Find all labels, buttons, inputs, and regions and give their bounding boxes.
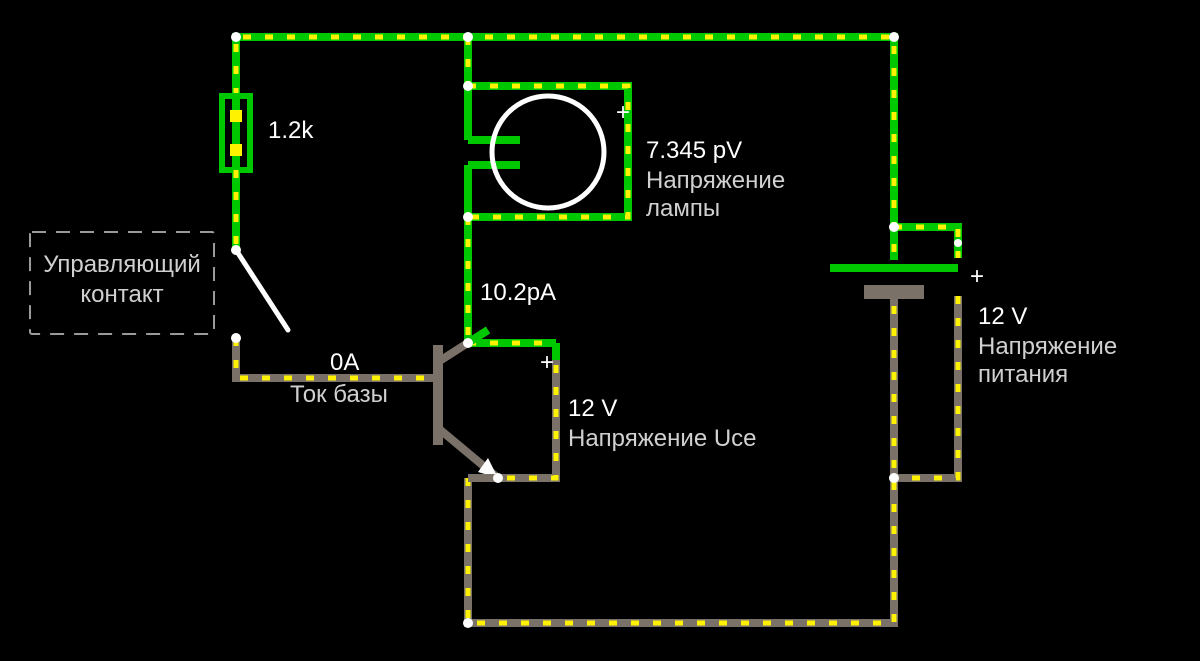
lamp-voltage-label2: лампы (646, 195, 720, 222)
uce-label: Напряжение Uce (568, 425, 757, 452)
wire-top-rail (236, 37, 894, 260)
resistor-dot1 (230, 110, 242, 122)
supply-label1: Напряжение (978, 333, 1117, 360)
lamp-plus: + (616, 99, 630, 126)
node (954, 239, 962, 247)
lamp-voltage-label1: Напряжение (646, 167, 785, 194)
switch-arm[interactable] (236, 250, 288, 330)
wire-batt-probe-bot-anim (894, 296, 958, 478)
wire-batt-probe-top (894, 227, 958, 258)
switch-label-1: Управляющий (43, 251, 201, 278)
supply-value: 12 V (978, 303, 1027, 330)
supply-plus: + (970, 263, 984, 290)
node (889, 473, 899, 483)
resistor-dot2 (230, 144, 242, 156)
node (493, 473, 503, 483)
node (463, 338, 473, 348)
lamp-bulb (492, 96, 604, 208)
base-current-label: Ток базы (290, 381, 388, 408)
wire-batt-probe-top-anim (894, 227, 958, 258)
node-switch-pivot (231, 245, 241, 255)
node (463, 212, 473, 222)
node (231, 32, 241, 42)
node (463, 32, 473, 42)
node (889, 32, 899, 42)
base-current-value: 0A (330, 349, 359, 376)
lamp-voltage-value: 7.345 pV (646, 137, 742, 164)
uce-value: 12 V (568, 395, 617, 422)
uce-plus: + (540, 349, 554, 376)
switch-label-2: контакт (80, 281, 163, 308)
node (463, 81, 473, 91)
resistor-value: 1.2k (268, 117, 314, 144)
node (889, 222, 899, 232)
node (463, 618, 473, 628)
supply-label2: питания (978, 361, 1068, 388)
wire-batt-probe-bot (894, 296, 958, 478)
node-switch-contact (231, 333, 241, 343)
wire-top-rail-anim (236, 37, 894, 260)
collector-current-value: 10.2pA (480, 279, 556, 306)
